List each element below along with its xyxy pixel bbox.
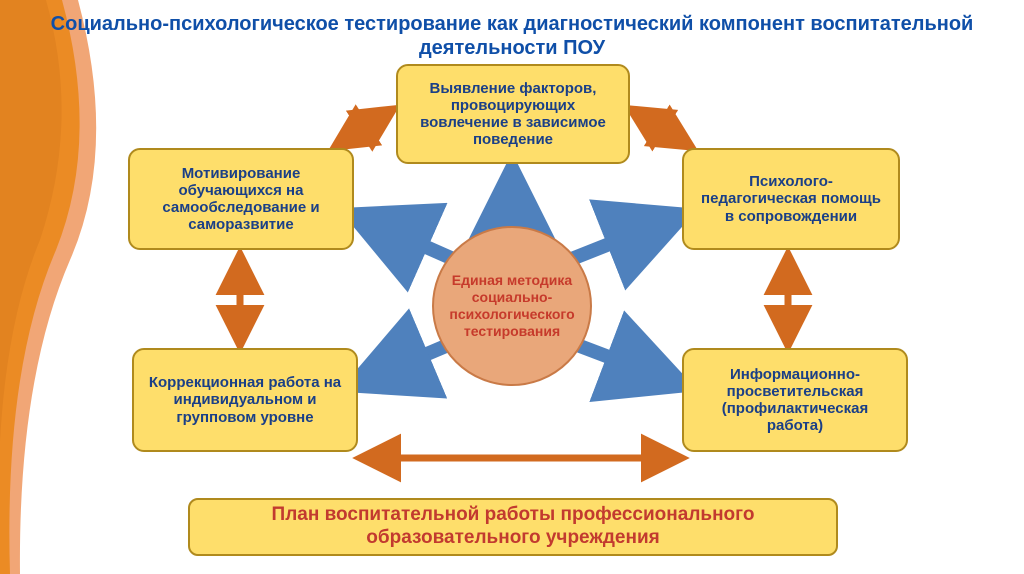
node-right-upper: Психолого-педагогическая помощь в сопров… <box>682 148 900 250</box>
page-title: Социально-психологическое тестирование к… <box>0 12 1024 60</box>
footer-bar: План воспитательной работы профессиональ… <box>188 498 838 556</box>
diagram-stage: Социально-психологическое тестирование к… <box>0 0 1024 574</box>
node-top: Выявление факторов, провоцирующих вовлеч… <box>396 64 630 164</box>
node-left-upper: Мотивирование обучающихся на самообследо… <box>128 148 354 250</box>
corner-swoosh <box>0 0 140 574</box>
node-left-lower: Коррекционная работа на индивидуальном и… <box>132 348 358 452</box>
node-right-lower: Информационно-просветительская (профилак… <box>682 348 908 452</box>
center-node: Единая методика социально-психологическо… <box>432 226 592 386</box>
